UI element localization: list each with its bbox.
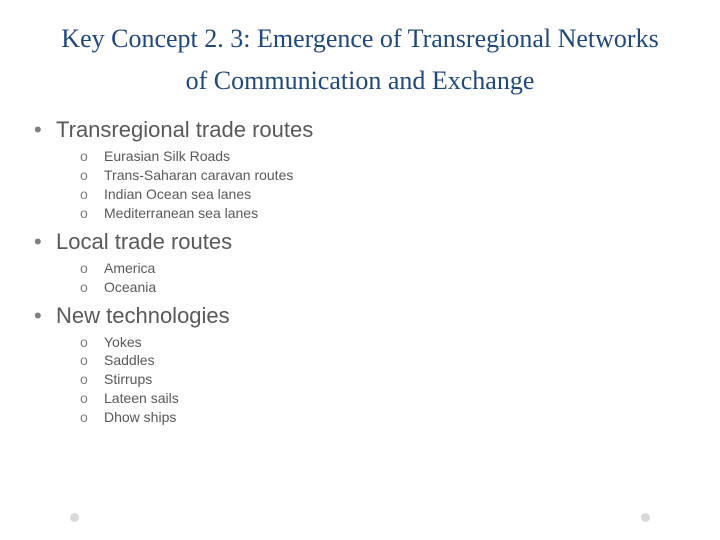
item-text: Saddles xyxy=(104,351,155,370)
section-label: New technologies xyxy=(56,303,230,329)
list-item: oIndian Ocean sea lanes xyxy=(80,185,692,204)
slide-marker-icon xyxy=(70,513,79,522)
circle-icon: o xyxy=(80,147,104,166)
list-item: oOceania xyxy=(80,278,692,297)
list-item: oStirrups xyxy=(80,370,692,389)
section-label: Local trade routes xyxy=(56,229,232,255)
list-item: oDhow ships xyxy=(80,408,692,427)
list-item: oMediterranean sea lanes xyxy=(80,204,692,223)
outline-list: • Transregional trade routes oEurasian S… xyxy=(28,117,692,427)
section-transregional: • Transregional trade routes oEurasian S… xyxy=(30,117,692,223)
list-item: oEurasian Silk Roads xyxy=(80,147,692,166)
list-item: oYokes xyxy=(80,333,692,352)
circle-icon: o xyxy=(80,278,104,297)
bullet-icon: • xyxy=(30,119,56,141)
circle-icon: o xyxy=(80,259,104,278)
slide-title: Key Concept 2. 3: Emergence of Transregi… xyxy=(52,18,668,101)
section-local: • Local trade routes oAmerica oOceania xyxy=(30,229,692,297)
item-text: Stirrups xyxy=(104,370,152,389)
sublist-local: oAmerica oOceania xyxy=(30,259,692,297)
circle-icon: o xyxy=(80,166,104,185)
list-item: oTrans-Saharan caravan routes xyxy=(80,166,692,185)
sublist-technologies: oYokes oSaddles oStirrups oLateen sails … xyxy=(30,333,692,427)
circle-icon: o xyxy=(80,185,104,204)
circle-icon: o xyxy=(80,351,104,370)
circle-icon: o xyxy=(80,333,104,352)
item-text: Mediterranean sea lanes xyxy=(104,204,258,223)
item-text: Dhow ships xyxy=(104,408,176,427)
item-text: Trans-Saharan caravan routes xyxy=(104,166,293,185)
item-text: Oceania xyxy=(104,278,156,297)
list-item: oAmerica xyxy=(80,259,692,278)
circle-icon: o xyxy=(80,370,104,389)
item-text: America xyxy=(104,259,155,278)
item-text: Eurasian Silk Roads xyxy=(104,147,230,166)
section-label: Transregional trade routes xyxy=(56,117,313,143)
circle-icon: o xyxy=(80,389,104,408)
sublist-transregional: oEurasian Silk Roads oTrans-Saharan cara… xyxy=(30,147,692,223)
circle-icon: o xyxy=(80,408,104,427)
bullet-icon: • xyxy=(30,305,56,327)
circle-icon: o xyxy=(80,204,104,223)
section-technologies: • New technologies oYokes oSaddles oStir… xyxy=(30,303,692,427)
item-text: Indian Ocean sea lanes xyxy=(104,185,251,204)
list-item: oLateen sails xyxy=(80,389,692,408)
item-text: Yokes xyxy=(104,333,142,352)
item-text: Lateen sails xyxy=(104,389,179,408)
slide-marker-icon xyxy=(641,513,650,522)
list-item: oSaddles xyxy=(80,351,692,370)
bullet-icon: • xyxy=(30,231,56,253)
